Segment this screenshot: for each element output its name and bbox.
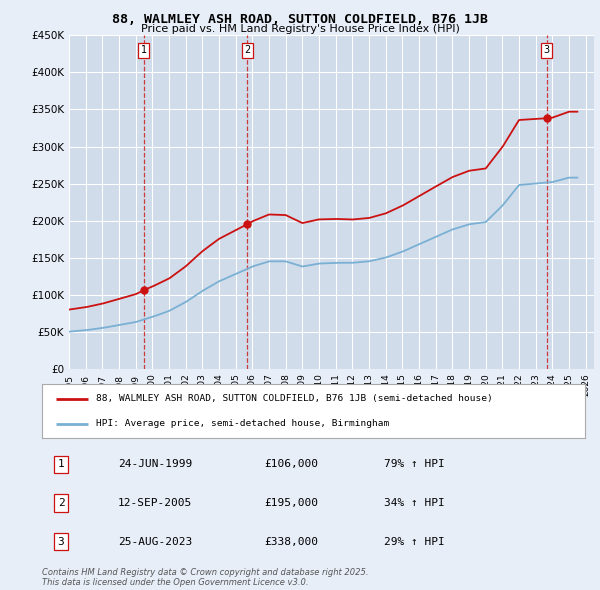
Text: 2: 2 [58,498,64,508]
Text: Price paid vs. HM Land Registry's House Price Index (HPI): Price paid vs. HM Land Registry's House … [140,24,460,34]
Text: 88, WALMLEY ASH ROAD, SUTTON COLDFIELD, B76 1JB: 88, WALMLEY ASH ROAD, SUTTON COLDFIELD, … [112,13,488,26]
Text: 3: 3 [58,537,64,547]
Text: HPI: Average price, semi-detached house, Birmingham: HPI: Average price, semi-detached house,… [97,419,389,428]
Text: 34% ↑ HPI: 34% ↑ HPI [384,498,445,508]
Text: 29% ↑ HPI: 29% ↑ HPI [384,537,445,547]
Text: £195,000: £195,000 [265,498,319,508]
Text: 2: 2 [244,45,251,55]
Text: Contains HM Land Registry data © Crown copyright and database right 2025.
This d: Contains HM Land Registry data © Crown c… [42,568,368,587]
Text: 79% ↑ HPI: 79% ↑ HPI [384,459,445,469]
Text: £338,000: £338,000 [265,537,319,547]
Text: 88, WALMLEY ASH ROAD, SUTTON COLDFIELD, B76 1JB (semi-detached house): 88, WALMLEY ASH ROAD, SUTTON COLDFIELD, … [97,394,493,403]
Text: 24-JUN-1999: 24-JUN-1999 [118,459,192,469]
Text: £106,000: £106,000 [265,459,319,469]
Text: 12-SEP-2005: 12-SEP-2005 [118,498,192,508]
Text: 25-AUG-2023: 25-AUG-2023 [118,537,192,547]
Text: 3: 3 [544,45,550,55]
Text: 1: 1 [58,459,64,469]
Text: 1: 1 [140,45,147,55]
